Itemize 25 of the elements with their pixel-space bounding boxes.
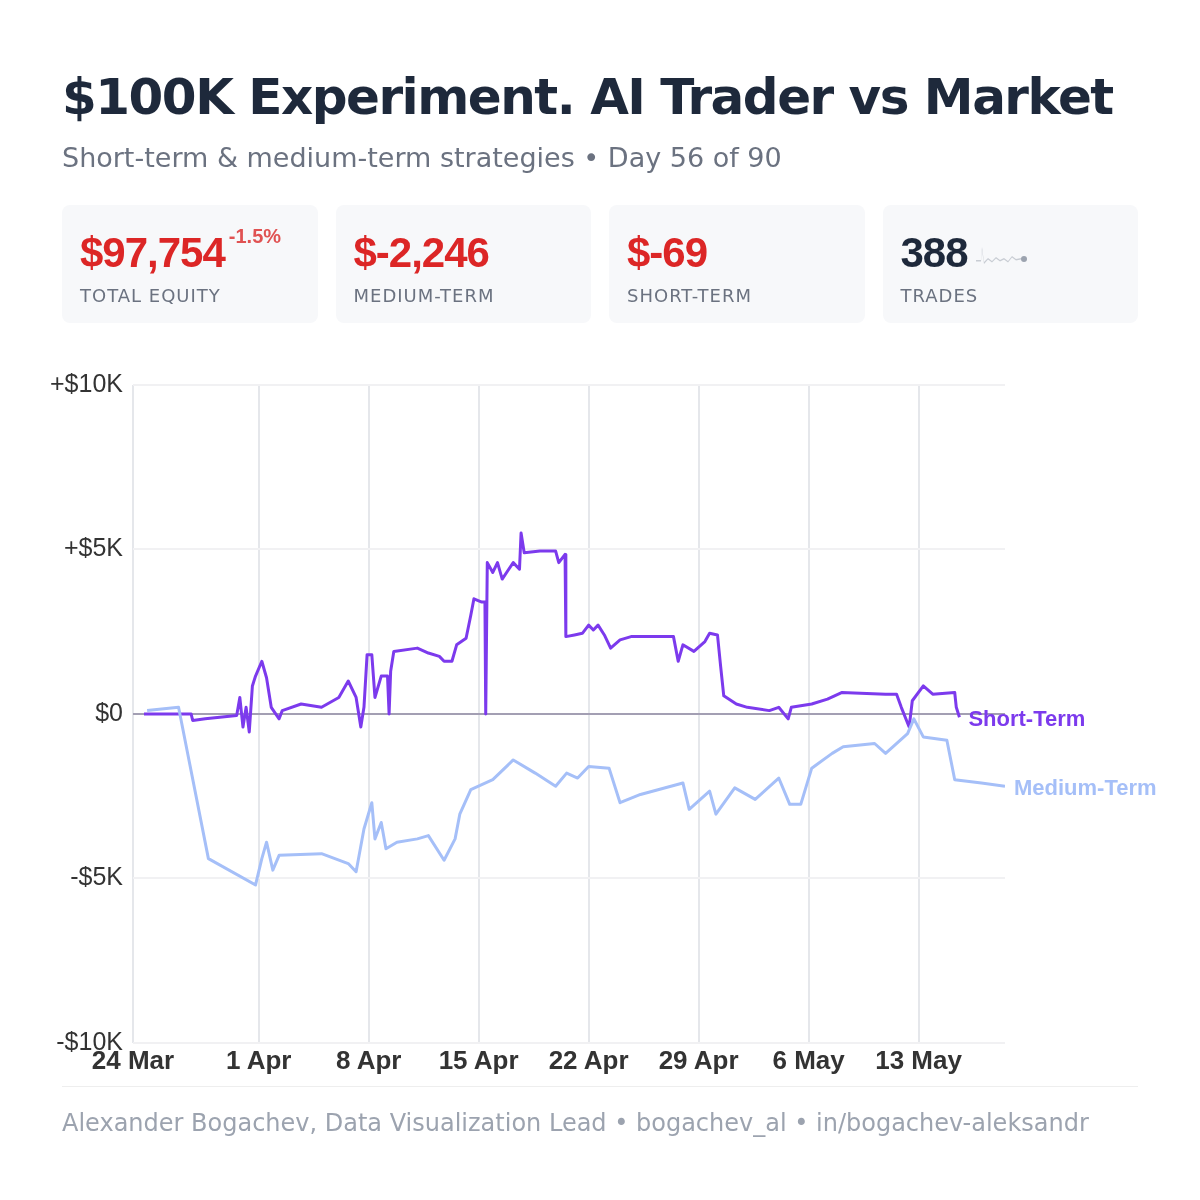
category-label: TOTAL EQUITY xyxy=(80,285,221,306)
series-label: Short-Term xyxy=(968,706,1086,732)
x-tick-label: 15 Apr xyxy=(438,1044,519,1075)
text: Short-term & medium-term strategies • Day 56 of 90 xyxy=(62,142,782,173)
text: $-69 xyxy=(627,229,708,276)
y-tick-label: +$5K xyxy=(63,533,124,562)
text: Alexander Bogachev, Data Visualization Lead • bogachev_al • in/bogachev-aleksandr xyxy=(62,1086,1138,1137)
x-tick-label: 6 May xyxy=(772,1044,846,1075)
text: $100K Experiment. AI Trader vs Market xyxy=(62,68,1113,126)
x-tick-label: 29 Apr xyxy=(658,1044,739,1075)
category-label: MEDIUM-TERM xyxy=(353,285,495,306)
category-label: SHORT-TERM xyxy=(627,285,752,306)
x-tick-label: 1 Apr xyxy=(225,1044,292,1075)
y-tick-label: $0 xyxy=(95,697,123,726)
y-tick-label: -$5K xyxy=(70,862,124,891)
text: $97,754 xyxy=(80,229,225,276)
text: -1.5% xyxy=(228,225,282,247)
series-label: Medium-Term xyxy=(1014,775,1157,801)
x-tick-label: 22 Apr xyxy=(548,1044,629,1075)
y-tick-label: +$10K xyxy=(49,368,124,397)
text: $-2,246 xyxy=(353,229,489,276)
category-label: TRADES xyxy=(900,285,979,306)
x-tick-label: 13 May xyxy=(875,1044,963,1075)
x-tick-label: 8 Apr xyxy=(335,1044,402,1075)
text: 388 xyxy=(900,229,968,276)
